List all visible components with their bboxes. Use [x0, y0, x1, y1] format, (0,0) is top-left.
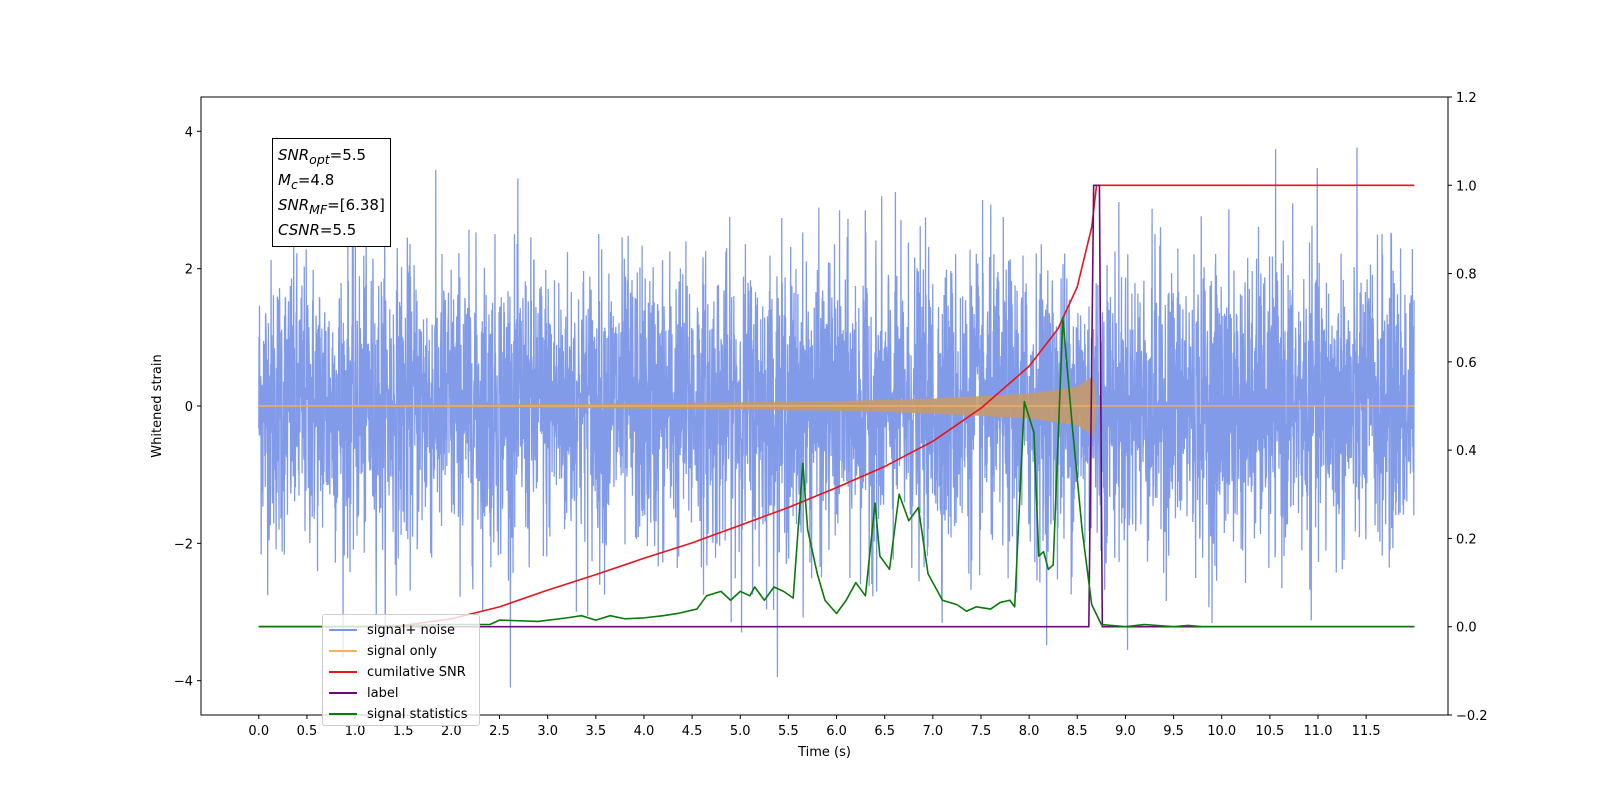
y-left-tick-label: 2 [185, 263, 193, 278]
x-tick-label: 7.5 [971, 724, 992, 739]
x-tick-label: 10.5 [1255, 724, 1284, 739]
x-axis-ticks: 0.0 0.5 1.0 1.5 2.0 2.5 3.0 3.5 4.0 4.5 5.0 5.5 6.0 6… [248, 715, 1381, 739]
legend-swatch [329, 629, 357, 631]
x-tick-label: 6.5 [874, 724, 895, 739]
info-snr-mf: SNRMF=[6.38] [278, 196, 385, 217]
legend-label: signal+ noise [367, 622, 456, 638]
x-tick-label: 1.5 [393, 724, 414, 739]
legend: signal+ noise signal only cumilative SNR… [322, 614, 480, 726]
y-right-tick-label: 0.4 [1456, 444, 1477, 459]
x-tick-label: 11.5 [1352, 724, 1381, 739]
legend-label: label [367, 685, 399, 701]
legend-swatch [329, 713, 357, 715]
y-axis-left-ticks: 4 2 0 −2 −4 [174, 125, 201, 690]
legend-item-cumulative-snr: cumilative SNR [329, 662, 466, 682]
legend-item-signal-statistics: signal statistics [329, 704, 468, 724]
x-tick-label: 4.0 [634, 724, 655, 739]
y-left-tick-label: −4 [174, 675, 193, 690]
y-right-tick-label: 1.2 [1456, 91, 1477, 106]
x-axis-label: Time (s) [797, 745, 851, 760]
info-csnr: CSNR=5.5 [278, 221, 357, 239]
x-tick-label: 4.5 [682, 724, 703, 739]
y-left-tick-label: −2 [174, 537, 193, 552]
x-tick-label: 0.5 [297, 724, 318, 739]
info-snr-opt: SNRopt=5.5 [278, 146, 367, 167]
legend-item-signal-noise: signal+ noise [329, 620, 455, 640]
x-tick-label: 2.5 [489, 724, 510, 739]
plot-layers [258, 147, 1415, 688]
y-right-tick-label: −0.2 [1456, 709, 1488, 724]
x-tick-label: 3.5 [585, 724, 606, 739]
x-tick-label: 1.0 [345, 724, 366, 739]
x-tick-label: 5.0 [730, 724, 751, 739]
plot-area [258, 147, 1415, 688]
x-tick-label: 0.0 [248, 724, 269, 739]
legend-label: cumilative SNR [367, 664, 466, 680]
legend-swatch [329, 650, 357, 652]
x-tick-label: 10.0 [1207, 724, 1236, 739]
x-tick-label: 2.0 [441, 724, 462, 739]
legend-item-signal-only: signal only [329, 641, 437, 661]
y-right-tick-label: 1.0 [1456, 179, 1477, 194]
y-left-tick-label: 4 [185, 125, 193, 140]
x-tick-label: 8.5 [1067, 724, 1088, 739]
x-tick-label: 9.5 [1163, 724, 1184, 739]
legend-item-label: label [329, 683, 398, 703]
y-right-tick-label: 0.0 [1456, 621, 1477, 636]
x-tick-label: 6.0 [826, 724, 847, 739]
y-right-tick-label: 0.6 [1456, 356, 1477, 371]
legend-swatch [329, 692, 357, 694]
y-left-tick-label: 0 [185, 400, 193, 415]
x-tick-label: 7.0 [922, 724, 943, 739]
y-right-tick-label: 0.8 [1456, 268, 1477, 283]
x-tick-label: 3.0 [537, 724, 558, 739]
snr-info-box: SNRopt=5.5 Mc=4.8 SNRMF=[6.38] CSNR=5.5 [272, 138, 391, 247]
info-chirp-mass: Mc=4.8 [278, 171, 335, 192]
legend-label: signal only [367, 643, 438, 659]
legend-swatch [329, 671, 357, 673]
x-tick-label: 11.0 [1304, 724, 1333, 739]
x-tick-label: 8.0 [1019, 724, 1040, 739]
x-tick-label: 9.0 [1115, 724, 1136, 739]
x-tick-label: 5.5 [778, 724, 799, 739]
series-signal-plus-noise [258, 147, 1415, 688]
series-signal-statistics [258, 316, 1415, 628]
legend-label: signal statistics [367, 706, 468, 722]
y-axis-right-ticks: 1.2 1.0 0.8 0.6 0.4 0.2 0.0 −0.2 [1448, 91, 1488, 724]
y-right-tick-label: 0.2 [1456, 532, 1477, 547]
series-label [258, 184, 1415, 628]
y-axis-label: Whitened strain [150, 354, 165, 457]
